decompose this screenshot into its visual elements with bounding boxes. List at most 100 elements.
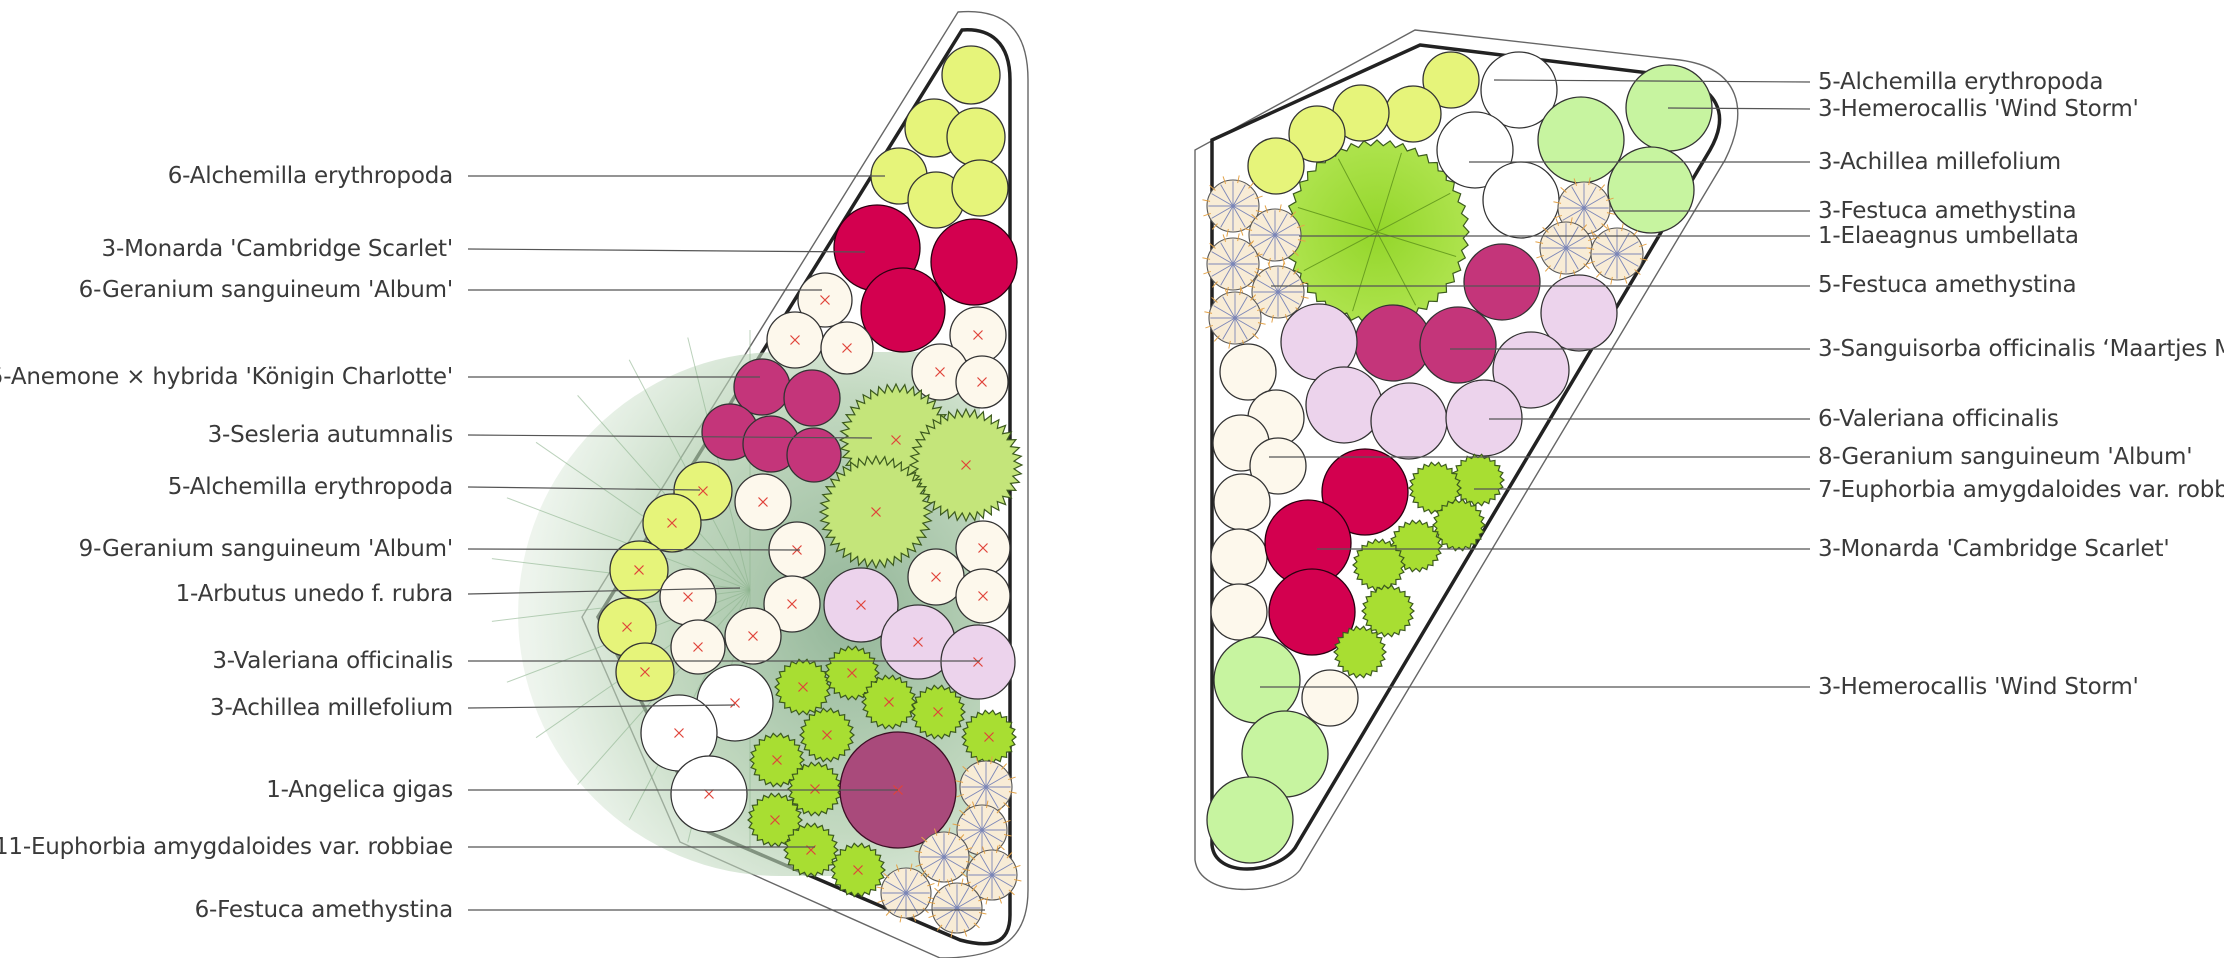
label-right-festuca-5: 5-Festuca amethystina [1818,272,2077,298]
valeriana-plant [1370,382,1448,460]
alchemilla-plant [1288,105,1346,163]
left-bed-border [595,28,1012,946]
festuca-plant [962,845,1022,905]
label-right-valeriana-6: 6-Valeriana officinalis [1818,406,2059,432]
festuca-plant [1586,223,1648,285]
geranium-plant [734,473,792,531]
geranium-plant [763,575,821,633]
achillea-plant [1436,111,1514,189]
geranium-plant [1301,669,1359,727]
geranium-plant [955,355,1009,409]
festuca-plant [955,756,1017,818]
right-leader-line [1493,79,1811,83]
euphorbia-plant [830,842,886,898]
euphorbia-plant [774,658,832,716]
geranium-plant [955,568,1011,624]
label-left-euphorbia-11: 11-Euphorbia amygdaloides var. robbiae [0,834,453,860]
valeriana-plant [940,624,1016,700]
monarda-plant [1268,568,1356,656]
label-right-geranium-8: 8-Geranium sanguineum 'Album' [1818,444,2193,470]
alchemilla-plant [642,493,702,553]
alchemilla-plant [615,642,675,702]
valeriana-plant [1492,331,1570,409]
euphorbia-plant [1451,453,1505,507]
label-right-euphorbia-7: 7-Euphorbia amygdaloides var. robbiae [1818,477,2224,503]
geranium-plant [1219,343,1277,401]
label-left-angelica-1: 1-Angelica gigas [266,777,453,803]
alchemilla-plant [946,107,1006,167]
label-left-arbutus-1: 1-Arbutus unedo f. rubra [175,581,454,607]
euphorbia-plant [1333,625,1387,679]
hemerocallis-plant [1206,776,1294,864]
left-leader-line [467,486,701,491]
valeriana-plant [1445,379,1523,457]
valeriana-plant [1305,366,1383,444]
left-leader-line [467,587,741,595]
euphorbia-plant [1361,584,1415,638]
monarda-plant [860,267,946,353]
euphorbia-plant [910,684,966,740]
left-leader-line [467,548,801,551]
label-right-monarda-3: 3-Monarda 'Cambridge Scarlet' [1818,536,2170,562]
anemone-plant [786,427,842,483]
festuca-plant [927,878,987,938]
label-right-hemerocallis-3a: 3-Hemerocallis 'Wind Storm' [1818,96,2139,122]
alchemilla-plant [609,540,669,600]
label-right-alchemilla-5: 5-Alchemilla erythropoda [1818,69,2104,95]
alchemilla-plant [1384,85,1442,143]
alchemilla-plant [951,159,1009,217]
alchemilla-plant [1422,51,1480,109]
label-left-geranium-9: 9-Geranium sanguineum 'Album' [78,536,454,562]
sanguisorba-plant [1419,306,1497,384]
festuca-plant [1202,175,1264,237]
hemerocallis-plant [1213,636,1301,724]
label-left-alchemilla-6: 6-Alchemilla erythropoda [167,163,454,189]
euphorbia-plant [961,709,1017,765]
geranium-plant [766,311,824,369]
festuca-plant [914,827,974,887]
label-left-sesleria-3: 3-Sesleria autumnalis [207,422,454,448]
label-right-achillea-3: 3-Achillea millefolium [1818,149,2061,175]
euphorbia-plant [799,707,855,763]
achillea-plant [670,755,748,833]
geranium-plant [1210,528,1268,586]
alchemilla-plant [941,45,1001,105]
euphorbia-plant [1432,498,1486,552]
achillea-plant [1480,51,1558,129]
left-leader-line [467,434,873,439]
valeriana-plant [1540,274,1618,352]
achillea-plant [1482,161,1560,239]
festuca-plant [1202,233,1264,295]
label-right-festuca-3: 3-Festuca amethystina [1818,198,2077,224]
geranium-plant [820,321,874,375]
sesleria-plant [908,407,1024,523]
geranium-plant [1213,473,1271,531]
left-leader-line [467,248,866,253]
geranium-plant [797,272,853,328]
geranium-plant [955,520,1011,576]
left-leader-line [467,704,736,709]
sesleria-plant [818,454,934,570]
monarda-plant [1321,448,1409,536]
label-left-anemone-5: 5-Anemone × hybrida 'Königin Charlotte' [0,364,453,390]
geranium-plant [1210,583,1268,641]
festuca-plant [1204,287,1266,349]
euphorbia-plant [783,822,839,878]
alchemilla-plant [1247,137,1305,195]
geranium-plant [670,619,726,675]
label-left-geranium-6: 6-Geranium sanguineum 'Album' [78,277,454,303]
label-right-elaeagnus-1: 1-Elaeagnus umbellata [1818,223,2079,249]
left-bed-outer-border [581,10,1029,958]
label-left-festuca-6: 6-Festuca amethystina [194,897,454,923]
label-right-sanguisorba-3: 3-Sanguisorba officinalis ‘Maartjes Mer [1818,336,2224,362]
right-leader-line [1667,107,1811,110]
label-left-alchemilla-5: 5-Alchemilla erythropoda [167,474,454,500]
geranium-plant [724,607,782,665]
hemerocallis-plant [1607,146,1695,234]
geranium-plant [659,568,717,626]
monarda-plant [930,218,1018,306]
anemone-plant [783,369,841,427]
hemerocallis-plant [1537,96,1625,184]
euphorbia-plant [861,674,917,730]
